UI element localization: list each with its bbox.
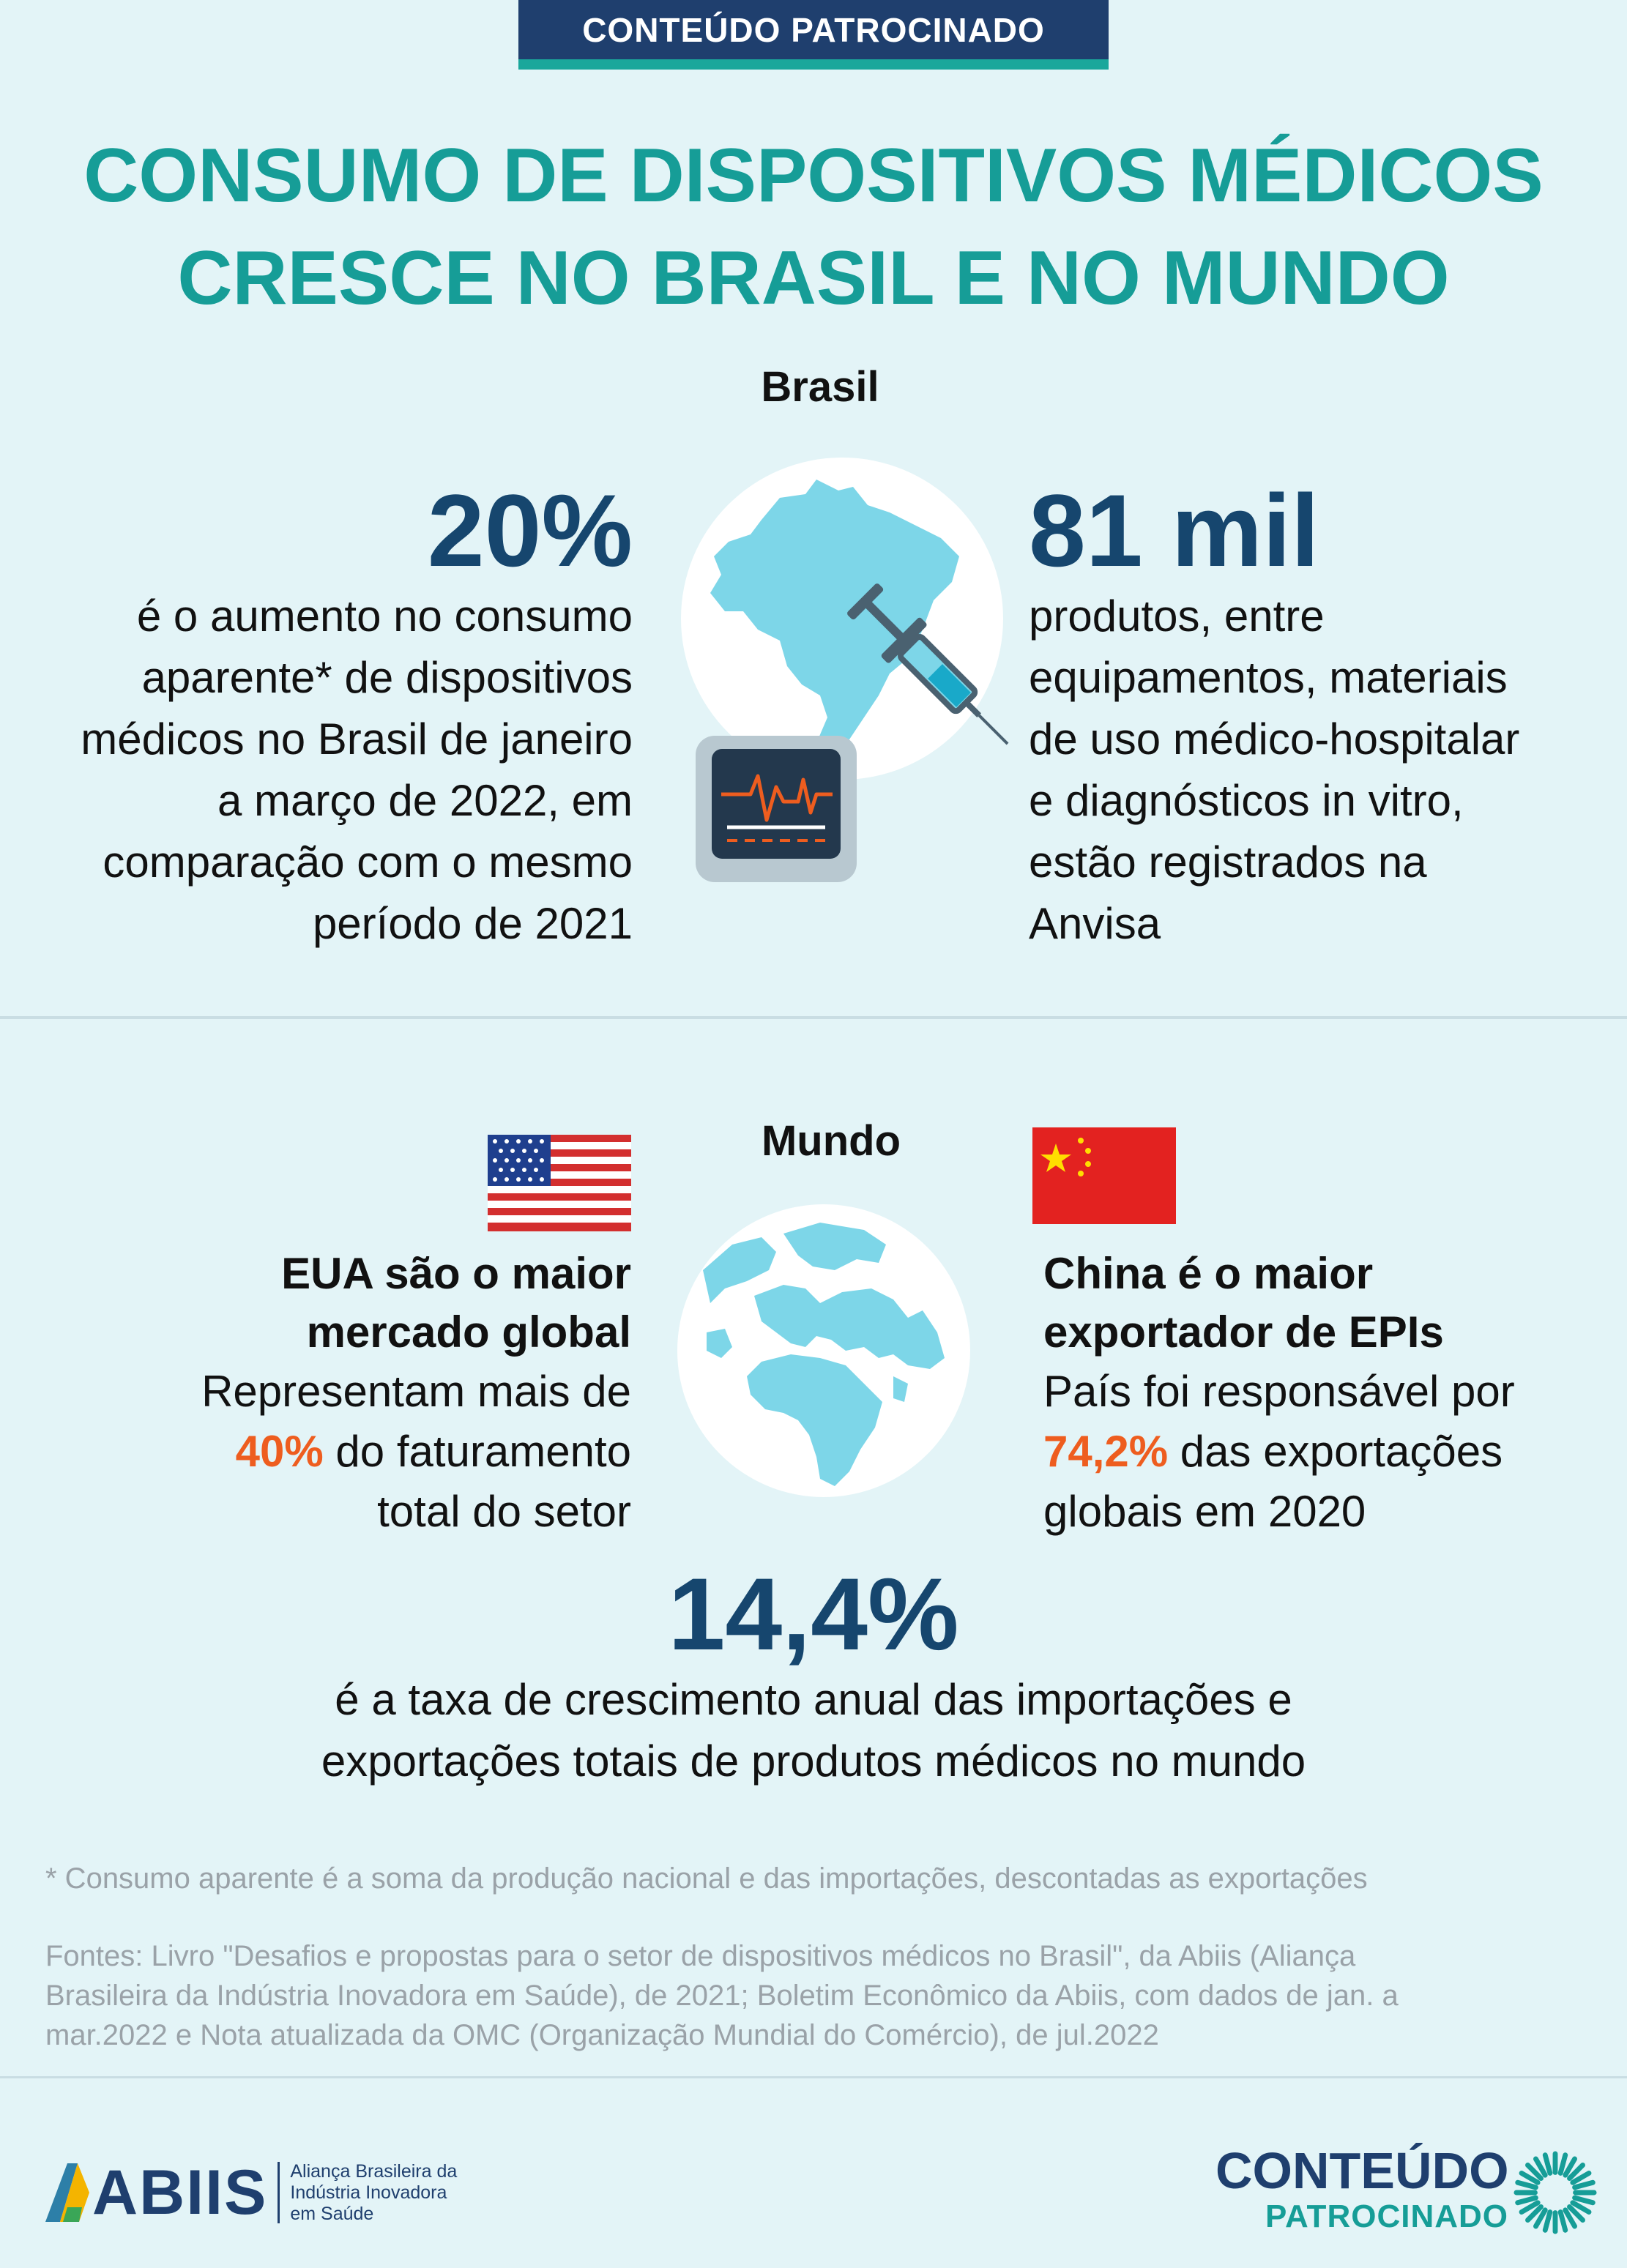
growth-stat: 14,4% é a taxa de crescimento anual das … xyxy=(0,1559,1627,1792)
sunburst-icon xyxy=(1514,2151,1597,2234)
desc-line: produtos, entre xyxy=(1029,592,1325,641)
sponsored-badge: CONTEÚDO PATROCINADO xyxy=(518,0,1109,70)
title-line-2: CRESCE NO BRASIL E NO MUNDO xyxy=(177,236,1450,321)
sources: Fontes: Livro "Desafios e propostas para… xyxy=(45,1936,1598,2055)
china-block: China é o maior exportador de EPIs País … xyxy=(1043,1245,1622,1542)
stat-81-mil: 81 mil xyxy=(1029,473,1319,588)
sunburst-ray xyxy=(1557,2209,1568,2233)
desc-line: aparente* de dispositivos xyxy=(141,653,633,702)
sunburst-ray xyxy=(1557,2152,1568,2176)
desc-text: do faturamento xyxy=(323,1427,631,1476)
sunburst-ray xyxy=(1567,2204,1585,2223)
stat-14-percent: 14,4% xyxy=(668,1556,959,1671)
abiis-tagline: Aliança Brasileira da Indústria Inovador… xyxy=(290,2161,457,2225)
brasil-medical-illustration xyxy=(681,458,1009,882)
logo-separator xyxy=(278,2162,280,2223)
footnote: * Consumo aparente é a soma da produção … xyxy=(45,1862,1368,1895)
syringe-icon xyxy=(847,583,1009,745)
cp-line-2: PATROCINADO xyxy=(1265,2198,1508,2234)
sources-line: Fontes: Livro "Desafios e propostas para… xyxy=(45,1940,1356,1972)
desc-line: e diagnósticos in vitro, xyxy=(1029,776,1464,825)
abiis-mark-icon xyxy=(45,2163,89,2222)
desc-line: comparação com o mesmo xyxy=(103,838,633,887)
tagline-line: Aliança Brasileira da xyxy=(290,2160,458,2182)
desc-line: total do setor xyxy=(377,1487,631,1536)
tagline-line: em Saúde xyxy=(290,2203,374,2224)
sources-line: Brasileira da Indústria Inovadora em Saú… xyxy=(45,1980,1399,2012)
china-headline-1: China é o maior xyxy=(1043,1249,1374,1298)
sunburst-ray xyxy=(1515,2179,1538,2190)
desc-line: 74,2% das exportações xyxy=(1043,1422,1622,1482)
desc-line: exportações totais de produtos médicos n… xyxy=(321,1737,1306,1786)
china-headline-2: exportador de EPIs xyxy=(1043,1308,1444,1357)
brasil-label: Brasil xyxy=(761,363,879,411)
heart-monitor-icon xyxy=(696,736,857,882)
sunburst-ray xyxy=(1515,2195,1538,2206)
desc-line: de uso médico-hospitalar xyxy=(1029,715,1520,764)
brasil-right-stat: 81 mil produtos, entre equipamentos, mat… xyxy=(1029,476,1615,955)
desc-line: período de 2021 xyxy=(312,899,633,948)
sunburst-ray xyxy=(1570,2171,1592,2185)
desc-line: equipamentos, materiais xyxy=(1029,653,1508,702)
china-description: País foi responsável por 74,2% das expor… xyxy=(1043,1362,1622,1542)
desc-line: Representam mais de xyxy=(201,1367,631,1416)
sunburst-ray xyxy=(1533,2156,1548,2178)
usa-flag-icon xyxy=(488,1135,631,1231)
desc-line: é a taxa de crescimento anual das import… xyxy=(335,1675,1292,1724)
sunburst-ray xyxy=(1525,2204,1544,2223)
sunburst-ray xyxy=(1542,2152,1553,2176)
world-globe-icon xyxy=(677,1204,970,1497)
stat-20-description: é o aumento no consumo aparente* de disp… xyxy=(0,586,633,955)
tagline-line: Indústria Inovadora xyxy=(290,2182,447,2203)
growth-description: é a taxa de crescimento anual das import… xyxy=(0,1669,1627,1792)
usa-description: Representam mais de 40% do faturamento t… xyxy=(0,1362,631,1542)
title-line-1: CONSUMO DE DISPOSITIVOS MÉDICOS xyxy=(83,133,1544,218)
sources-line: mar.2022 e Nota atualizada da OMC (Organ… xyxy=(45,2019,1159,2051)
sunburst-ray xyxy=(1525,2163,1544,2181)
desc-line: 40% do faturamento xyxy=(0,1422,631,1482)
sunburst-ray xyxy=(1572,2195,1596,2206)
sunburst-ray xyxy=(1570,2200,1592,2215)
desc-text: das exportações xyxy=(1168,1427,1503,1476)
desc-line: a março de 2022, em xyxy=(217,776,633,825)
stat-81-description: produtos, entre equipamentos, materiais … xyxy=(1029,586,1615,955)
footer-divider xyxy=(0,2076,1627,2078)
abiis-logo: ABIIS Aliança Brasileira da Indústria In… xyxy=(45,2156,457,2229)
desc-line: é o aumento no consumo xyxy=(136,592,633,641)
desc-line: Anvisa xyxy=(1029,899,1161,948)
usa-headline-2: mercado global xyxy=(306,1308,631,1357)
china-accent-74: 74,2% xyxy=(1043,1427,1169,1476)
stat-20-percent: 20% xyxy=(427,473,633,588)
brasil-left-stat: 20% é o aumento no consumo aparente* de … xyxy=(0,476,633,955)
usa-block: EUA são o maior mercado global Represent… xyxy=(0,1245,631,1542)
sunburst-ray xyxy=(1533,2207,1548,2229)
cp-line-1: CONTEÚDO xyxy=(1215,2142,1509,2199)
desc-line: estão registrados na xyxy=(1029,838,1427,887)
sunburst-ray xyxy=(1519,2171,1541,2185)
sunburst-ray xyxy=(1519,2200,1541,2215)
sunburst-ray xyxy=(1567,2163,1585,2181)
desc-line: País foi responsável por xyxy=(1043,1367,1515,1416)
abiis-wordmark: ABIIS xyxy=(92,2157,268,2228)
page-title: CONSUMO DE DISPOSITIVOS MÉDICOS CRESCE N… xyxy=(0,124,1627,329)
sunburst-ray xyxy=(1563,2156,1577,2178)
sunburst-ray xyxy=(1563,2207,1577,2229)
usa-accent-40: 40% xyxy=(235,1427,324,1476)
sunburst-ray xyxy=(1572,2179,1596,2190)
sunburst-ray xyxy=(1542,2209,1553,2233)
conteudo-patrocinado-logo: CONTEÚDO PATROCINADO xyxy=(1215,2141,1597,2244)
desc-line: globais em 2020 xyxy=(1043,1487,1366,1536)
section-divider xyxy=(0,1016,1627,1019)
usa-headline-1: EUA são o maior xyxy=(281,1249,631,1298)
brazil-map-icon xyxy=(710,480,959,754)
desc-line: médicos no Brasil de janeiro xyxy=(81,715,633,764)
mundo-label: Mundo xyxy=(761,1117,901,1165)
china-flag-icon xyxy=(1032,1127,1176,1224)
